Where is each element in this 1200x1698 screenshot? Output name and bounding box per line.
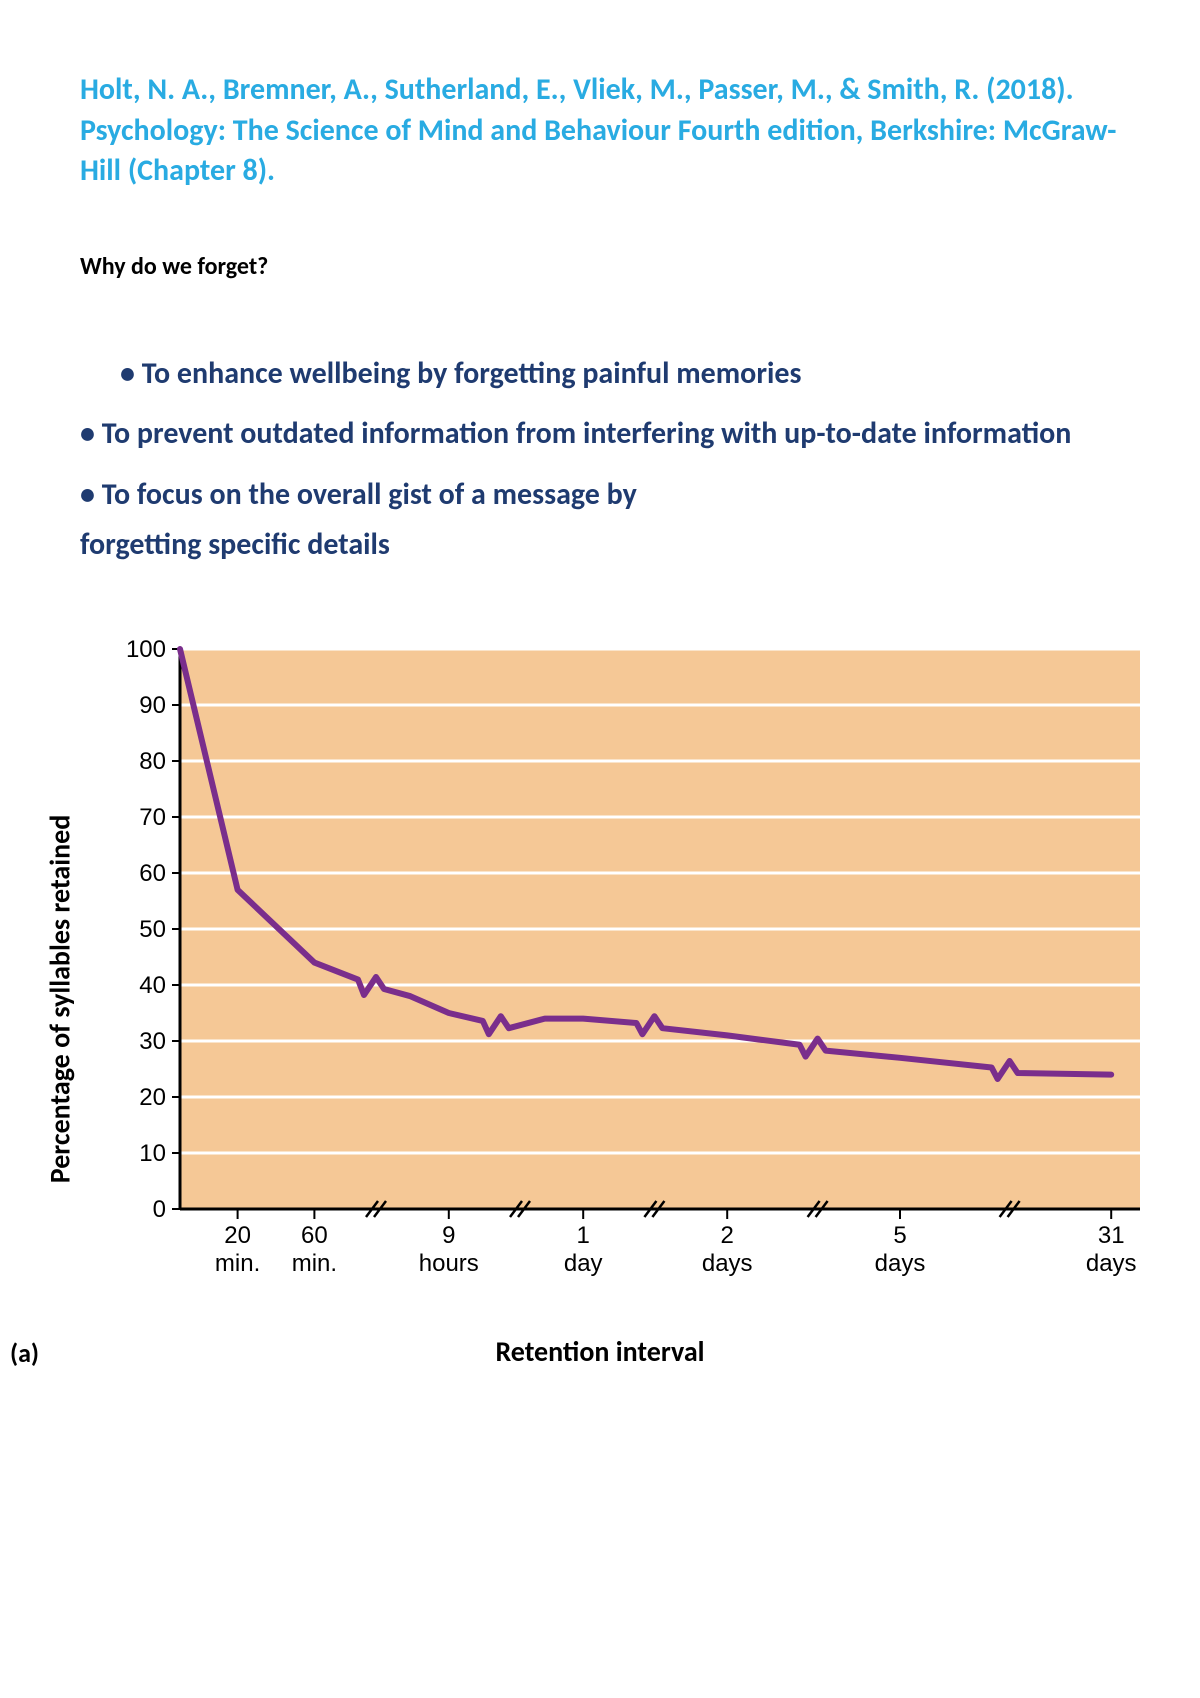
svg-text:20: 20: [139, 1084, 166, 1111]
svg-text:min.: min.: [215, 1250, 260, 1277]
document-page: Holt, N. A., Bremner, A., Sutherland, E.…: [0, 0, 1200, 1698]
bullet-item: • To prevent outdated information from i…: [80, 411, 1120, 458]
svg-text:70: 70: [139, 804, 166, 831]
svg-text:40: 40: [139, 972, 166, 999]
bullet-list: • To enhance wellbeing by forgetting pai…: [80, 351, 1120, 569]
chart-svg: 010203040506070809010020min.60min.9hours…: [110, 639, 1150, 1299]
section-question: Why do we forget?: [80, 252, 1120, 281]
svg-text:90: 90: [139, 692, 166, 719]
svg-text:min.: min.: [292, 1250, 337, 1277]
bullet-item: • To enhance wellbeing by forgetting pai…: [80, 351, 1120, 398]
svg-text:60: 60: [301, 1222, 328, 1249]
x-axis-label: Retention interval: [495, 1334, 704, 1369]
svg-text:1: 1: [577, 1222, 590, 1249]
svg-text:days: days: [875, 1250, 926, 1277]
bullet-item: forgetting specific details: [80, 522, 1120, 569]
svg-text:20: 20: [224, 1222, 251, 1249]
svg-text:2: 2: [721, 1222, 734, 1249]
svg-text:day: day: [564, 1250, 603, 1277]
citation-text: Holt, N. A., Bremner, A., Sutherland, E.…: [80, 70, 1120, 192]
bullet-item: • To focus on the overall gist of a mess…: [80, 472, 1120, 519]
svg-text:5: 5: [893, 1222, 906, 1249]
svg-text:hours: hours: [419, 1250, 479, 1277]
forgetting-curve-chart: Percentage of syllables retained 0102030…: [80, 639, 1120, 1359]
svg-text:9: 9: [442, 1222, 455, 1249]
svg-text:31: 31: [1098, 1222, 1125, 1249]
svg-text:50: 50: [139, 916, 166, 943]
svg-text:10: 10: [139, 1140, 166, 1167]
svg-text:100: 100: [126, 636, 166, 663]
svg-text:0: 0: [153, 1196, 166, 1223]
panel-label: (a): [10, 1337, 39, 1369]
svg-text:days: days: [1086, 1250, 1137, 1277]
y-axis-label: Percentage of syllables retained: [43, 814, 78, 1182]
svg-text:days: days: [702, 1250, 753, 1277]
svg-text:80: 80: [139, 748, 166, 775]
svg-text:60: 60: [139, 860, 166, 887]
svg-text:30: 30: [139, 1028, 166, 1055]
